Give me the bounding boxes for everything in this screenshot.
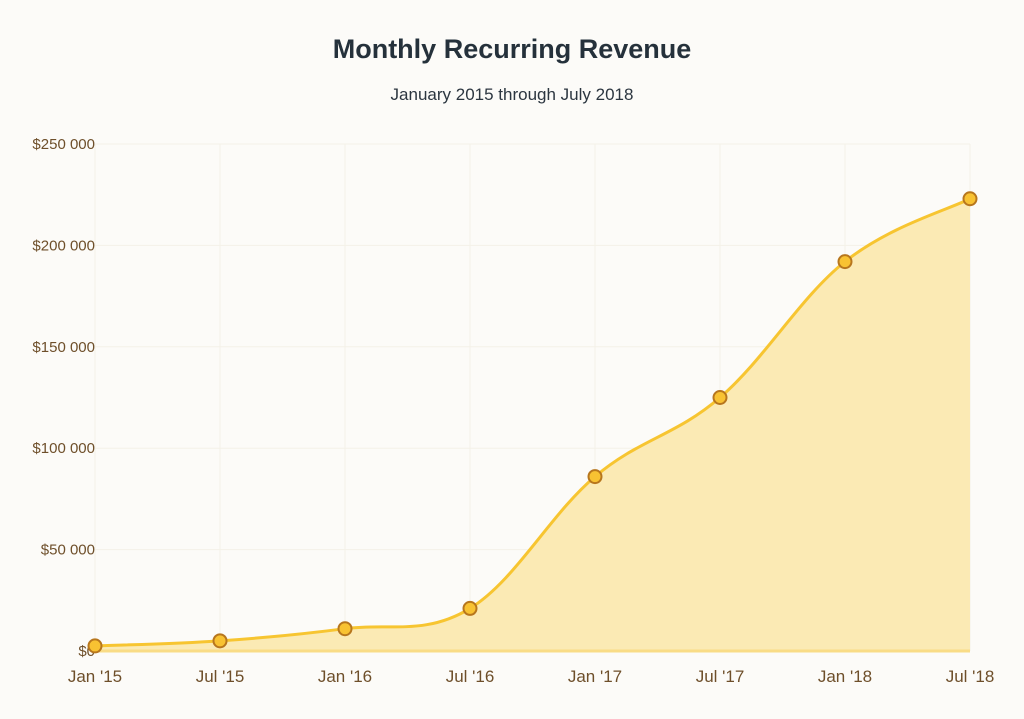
- revenue-line: [94, 197, 971, 648]
- x-axis: Jan '15 Jul '15 Jan '16 Jul '16 Jan '17 Jul '…: [68, 667, 994, 686]
- data-point[interactable]: [462, 600, 478, 616]
- y-tick-label: $150 000: [32, 339, 95, 356]
- data-point[interactable]: [212, 633, 228, 649]
- x-tick-label: Jul '17: [696, 667, 745, 686]
- y-tick-label: $250 000: [32, 136, 95, 153]
- series-line: [94, 197, 971, 648]
- data-point[interactable]: [962, 191, 978, 207]
- x-tick-label: Jul '18: [946, 667, 995, 686]
- series-area: [95, 198, 970, 653]
- y-axis: $0$50 000$100 000$150 000$200 000$250 00…: [32, 136, 95, 660]
- x-tick-label: Jan '17: [568, 667, 622, 686]
- chart-title: Monthly Recurring Revenue: [332, 34, 692, 64]
- chart-subtitle: January 2015 through July 2018: [390, 85, 634, 104]
- x-tick-label: Jan '15: [68, 667, 122, 686]
- data-point[interactable]: [337, 621, 353, 637]
- x-tick-label: Jul '15: [196, 667, 245, 686]
- y-tick-label: $100 000: [32, 440, 95, 457]
- data-point[interactable]: [712, 390, 728, 405]
- x-tick-label: Jan '16: [318, 667, 372, 686]
- x-tick-label: Jul '16: [446, 667, 495, 686]
- y-tick-label: $50 000: [41, 542, 95, 559]
- data-point[interactable]: [837, 254, 853, 270]
- data-point[interactable]: [87, 638, 103, 654]
- area-fill: [95, 198, 970, 652]
- x-tick-label: Jan '18: [818, 667, 872, 686]
- data-point[interactable]: [587, 469, 603, 485]
- y-tick-label: $200 000: [32, 237, 95, 254]
- data-points: [87, 191, 978, 654]
